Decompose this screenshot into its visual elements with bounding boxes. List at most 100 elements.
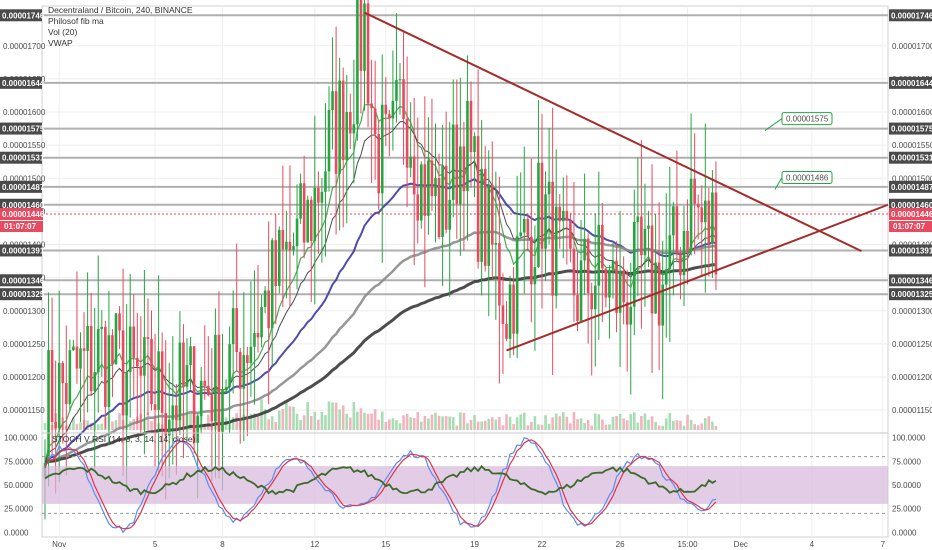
callout-box	[781, 112, 833, 126]
volume-bar	[356, 411, 359, 430]
volume-bar	[281, 409, 285, 430]
candle-body	[675, 206, 679, 254]
candle-body	[107, 335, 111, 408]
level-box-left	[0, 180, 42, 193]
candle-body	[203, 380, 207, 386]
candle-body	[689, 178, 693, 252]
level-label-left: 0.00001346	[2, 276, 45, 285]
time-tick-label: 26	[616, 540, 625, 549]
candle-body	[508, 284, 512, 339]
candle-body	[412, 156, 416, 195]
indicator-fib-ma: Philosof fib ma	[48, 16, 104, 26]
candle-body	[288, 241, 292, 251]
stoch-tick-right: 25.0000	[892, 505, 921, 514]
volume-bar	[508, 416, 512, 430]
volume-bar	[562, 412, 565, 430]
volume-bar	[483, 420, 487, 430]
candle-body	[150, 338, 153, 405]
volume-bar	[114, 420, 118, 430]
volume-bar	[519, 414, 522, 430]
candle-body	[157, 351, 160, 410]
stoch-rsi-title: STOCH V RSI (14, 3, 3, 14, 14, close)	[52, 434, 196, 444]
candle-body	[657, 262, 661, 326]
volume-bar	[618, 413, 622, 430]
moving-average-line	[44, 120, 717, 464]
time-tick-label: 19	[470, 540, 479, 549]
stoch-tick-left: 0.0000	[4, 528, 29, 537]
level-box-right	[889, 76, 932, 89]
volume-bar	[583, 423, 586, 430]
candle-body	[65, 383, 68, 404]
candle-body	[647, 225, 650, 229]
candle-body	[498, 242, 501, 306]
candle-body	[104, 326, 107, 408]
horizontal-levels	[42, 14, 888, 296]
volume-bar	[309, 415, 313, 430]
candle-body	[136, 357, 139, 367]
volume-bar	[441, 416, 444, 430]
candle-body	[82, 348, 86, 351]
volume-bar	[427, 418, 430, 430]
volume-bar	[416, 412, 420, 430]
candle-body	[118, 313, 121, 331]
volume-bar	[512, 424, 515, 430]
candle-body	[604, 268, 608, 298]
candle-body	[402, 79, 405, 119]
candle-body	[256, 333, 260, 338]
candle-body	[370, 103, 373, 109]
candle-body	[597, 224, 601, 286]
candle-body	[714, 192, 718, 275]
level-label-right: 0.00001746	[891, 11, 932, 20]
volume-bar	[554, 413, 558, 430]
volume-bar	[640, 416, 643, 430]
candle-body	[420, 164, 423, 221]
volume-bar	[363, 412, 366, 430]
candle-body	[707, 200, 711, 244]
right-tick-label: 0.00001700	[892, 42, 932, 51]
level-label-left: 0.00001391	[2, 246, 45, 255]
level-box-left	[0, 244, 42, 257]
volume-bar	[231, 417, 235, 430]
right-tick-label: 0.00001500	[892, 174, 932, 183]
candle-body	[249, 346, 253, 364]
level-box-right	[889, 122, 932, 135]
volume-bar	[423, 415, 427, 430]
candle-body	[547, 181, 551, 195]
volume-bar	[714, 425, 718, 430]
time-tick-label: 15:00	[678, 540, 699, 549]
volume-bar	[349, 417, 352, 430]
candle-body	[448, 199, 451, 230]
level-label-right: 0.00001346	[891, 276, 932, 285]
candle-body	[210, 395, 214, 422]
time-tick-label: 7	[881, 540, 886, 549]
volume-bar	[629, 414, 633, 430]
right-tick-label: 0.00001250	[892, 340, 932, 349]
left-tick-label: 0.00001700	[3, 42, 46, 51]
volume-bar	[558, 416, 562, 430]
candle-body	[636, 216, 640, 222]
volume-bar	[601, 419, 604, 430]
countdown-box-right	[889, 221, 932, 233]
countdown-box-left	[0, 221, 43, 233]
candle-body	[334, 91, 338, 174]
volume-bar	[263, 409, 267, 430]
volume-bar	[501, 425, 505, 430]
candle-body	[537, 162, 540, 268]
volume-bar	[487, 418, 491, 430]
volume-bar	[526, 425, 530, 430]
volume-bar	[565, 416, 569, 430]
level-label-right: 0.00001487	[891, 183, 932, 192]
candle-body	[618, 270, 622, 313]
candle-body	[544, 194, 547, 249]
level-label-left: 0.00001746	[2, 11, 45, 20]
candle-body	[693, 178, 696, 204]
candle-body	[214, 334, 217, 422]
volume-bar	[412, 417, 416, 430]
time-tick-label: Nov	[52, 540, 66, 549]
candle-body	[473, 136, 476, 152]
stoch-tick-left: 75.0000	[4, 457, 33, 466]
volume-bar	[462, 412, 466, 430]
volume-bar	[320, 411, 324, 430]
volume-bar	[68, 424, 72, 430]
volume-bar	[327, 401, 331, 430]
